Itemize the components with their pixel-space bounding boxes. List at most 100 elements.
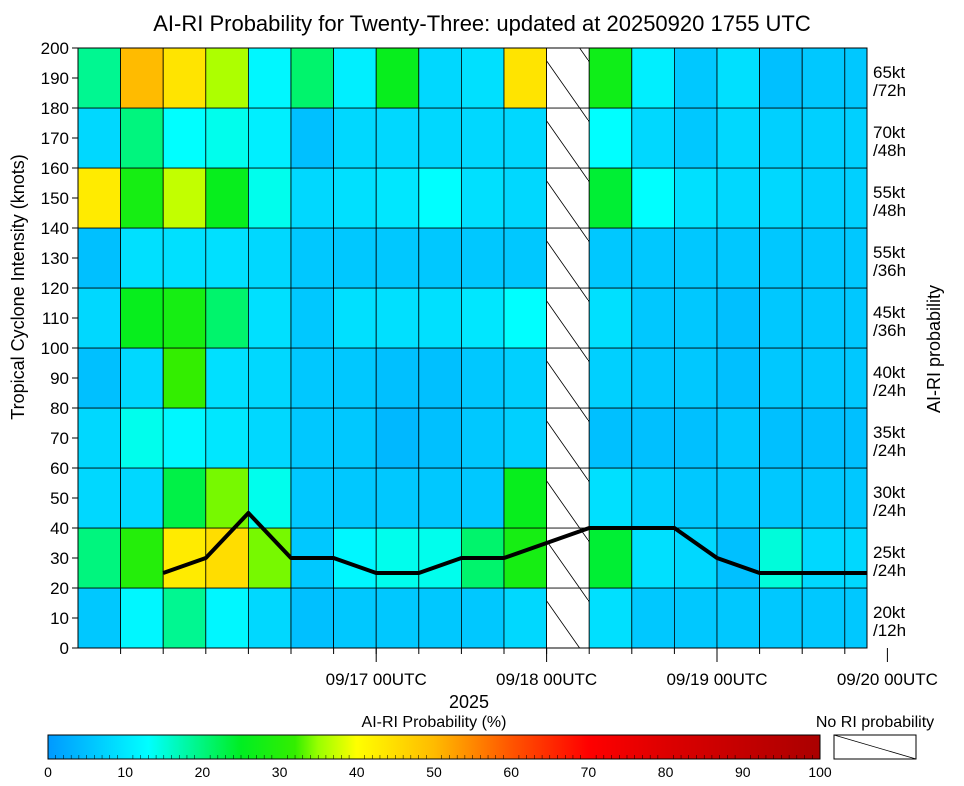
heatmap-cell: [759, 527, 803, 589]
heatmap-cell: [333, 167, 377, 229]
y-tick-label: 60: [50, 459, 69, 478]
heatmap-cell: [759, 407, 803, 469]
heatmap-cell: [588, 47, 633, 109]
heatmap-cell: [759, 467, 803, 529]
chart-title: AI-RI Probability for Twenty-Three: upda…: [153, 11, 811, 36]
y-tick-label: 40: [50, 519, 69, 538]
heatmap-cell: [674, 167, 718, 229]
heatmap-cell: [120, 527, 164, 589]
heatmap-cell: [460, 227, 505, 289]
y-axis-label: Tropical Cyclone Intensity (knots): [8, 154, 28, 419]
colorbar-tick-label: 70: [581, 764, 597, 780]
heatmap-cell: [375, 167, 420, 229]
colorbar-tick-label: 100: [808, 764, 832, 780]
heatmap-cell: [120, 407, 164, 469]
heatmap-cell: [77, 527, 121, 589]
heatmap-cell: [503, 347, 547, 409]
row-label-threshold: 55kt: [873, 183, 905, 202]
heatmap-cell: [418, 287, 462, 349]
heatmap-cell: [759, 107, 803, 169]
heatmap-cell: [460, 467, 505, 529]
row-label-threshold: 25kt: [873, 543, 905, 562]
heatmap-cell: [631, 587, 675, 649]
heatmap-cell: [631, 107, 675, 169]
row-label-threshold: 65kt: [873, 63, 905, 82]
x-tick-label: 09/20 00UTC: [837, 670, 938, 689]
heatmap-cell: [162, 407, 207, 469]
heatmap-cell: [205, 287, 249, 349]
no-ri-cell: [546, 347, 590, 409]
y-tick-label: 100: [41, 339, 69, 358]
colorbar-tick-label: 60: [503, 764, 519, 780]
heatmap-cell: [716, 167, 760, 229]
colorbar: 0 10 20 30 40 50 60 70 80 90 100: [44, 734, 832, 780]
heatmap-cell: [418, 47, 462, 109]
heatmap-cell: [844, 347, 868, 409]
row-label-period: /36h: [873, 261, 906, 280]
heatmap-cell: [588, 587, 633, 649]
heatmap-cell: [418, 167, 462, 229]
heatmap-cell: [247, 167, 292, 229]
heatmap-cell: [247, 287, 292, 349]
x-axis-year: 2025: [449, 692, 489, 712]
heatmap-cell: [801, 407, 846, 469]
y-tick-label: 50: [50, 489, 69, 508]
y-tick-label: 200: [41, 39, 69, 58]
heatmap-cell: [716, 467, 760, 529]
row-label-threshold: 55kt: [873, 243, 905, 262]
heatmap-cell: [162, 527, 207, 589]
heatmap-cell: [333, 467, 377, 529]
heatmap-cell: [460, 407, 505, 469]
heatmap-cell: [162, 107, 207, 169]
heatmap-cell: [333, 287, 377, 349]
heatmap-cell: [503, 47, 547, 109]
heatmap-cell: [418, 107, 462, 169]
heatmap-cell: [418, 527, 462, 589]
heatmap-cell: [290, 47, 334, 109]
heatmap-cell: [503, 587, 547, 649]
heatmap-cell: [759, 587, 803, 649]
heatmap-cell: [759, 47, 803, 109]
heatmap-cell: [247, 47, 292, 109]
x-tick-label: 09/17 00UTC: [326, 670, 427, 689]
heatmap-cell: [716, 587, 760, 649]
heatmap-cell: [120, 227, 164, 289]
y-axis: 0 10 20 30 40 50 60 70 80 90 100 110 120 130 140 150 160…: [41, 39, 78, 658]
y-tick-label: 70: [50, 429, 69, 448]
row-label-period: /48h: [873, 141, 906, 160]
heatmap-cell: [120, 467, 164, 529]
heatmap-cell: [844, 467, 868, 529]
no-ri-cell: [546, 227, 590, 289]
no-ri-cell: [546, 107, 590, 169]
heatmap-cell: [588, 467, 633, 529]
heatmap-cell: [375, 287, 420, 349]
heatmap-cell: [631, 227, 675, 289]
x-axis: 09/17 00UTC 09/18 00UTC 09/19 00UTC 09/20 0…: [120, 648, 938, 689]
colorbar-tick-label: 30: [272, 764, 288, 780]
x-tick-label: 09/19 00UTC: [666, 670, 767, 689]
heatmap-cell: [375, 527, 420, 589]
heatmap-cell: [801, 467, 846, 529]
heatmap-cell: [77, 287, 121, 349]
heatmap-cell: [290, 107, 334, 169]
heatmap-cell: [503, 167, 547, 229]
heatmap-cell: [631, 527, 675, 589]
y-tick-label: 130: [41, 249, 69, 268]
heatmap-cell: [375, 407, 420, 469]
heatmap-cell: [290, 347, 334, 409]
row-label-threshold: 40kt: [873, 363, 905, 382]
heatmap-cell: [801, 167, 846, 229]
colorbar-tick-label: 90: [735, 764, 751, 780]
row-label-period: /36h: [873, 321, 906, 340]
heatmap-cell: [120, 47, 164, 109]
heatmap-cell: [674, 527, 718, 589]
no-ri-cell: [546, 587, 590, 649]
heatmap-cell: [460, 47, 505, 109]
heatmap-cell: [716, 227, 760, 289]
heatmap-cell: [418, 467, 462, 529]
heatmap-cell: [716, 527, 760, 589]
heatmap-cell: [674, 587, 718, 649]
heatmap-cell: [844, 227, 868, 289]
heatmap-cell: [333, 347, 377, 409]
no-ri-cell: [546, 287, 590, 349]
